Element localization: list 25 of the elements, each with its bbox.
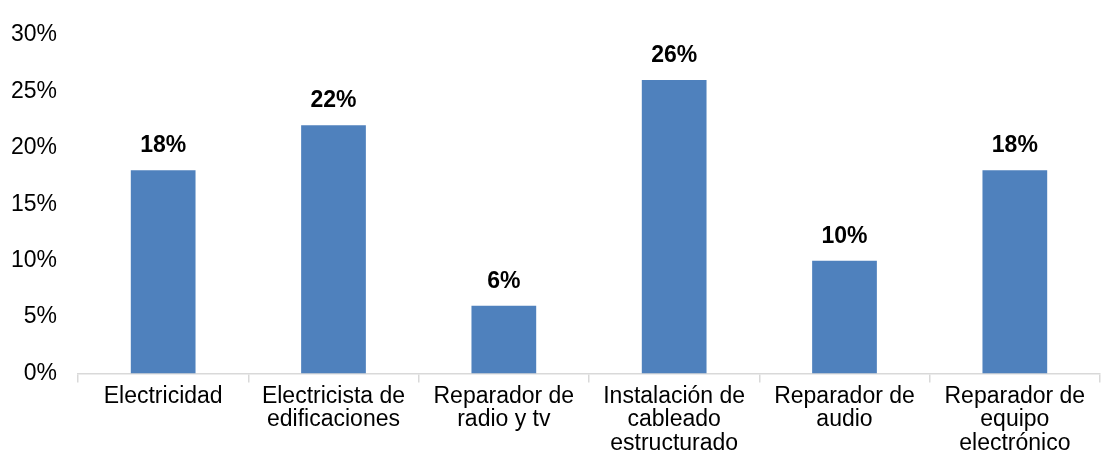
data-label: 10% [821, 221, 868, 248]
data-label: 26% [651, 40, 698, 67]
y-tick-label: 15% [10, 189, 57, 216]
y-tick-label: 25% [10, 76, 57, 103]
data-label: 18% [140, 131, 187, 158]
bar [812, 260, 877, 374]
y-tick-label: 30% [10, 20, 57, 47]
bar [130, 170, 196, 374]
data-label: 6% [487, 266, 521, 293]
x-tick-label: Reparador de radio y tv [433, 381, 575, 432]
data-label: 18% [991, 131, 1038, 158]
bar [982, 170, 1048, 374]
x-tick-label: Reparador de audio [774, 381, 915, 432]
y-tick-label: 10% [10, 246, 57, 273]
y-tick-label: 20% [10, 133, 57, 160]
bar [301, 125, 366, 374]
y-tick-label: 5% [23, 302, 57, 329]
x-tick-label: Electricidad [103, 381, 223, 408]
x-tick-label: Reparador de equipo electrónico [944, 381, 1086, 455]
y-tick-label: 0% [23, 358, 57, 385]
data-label: 22% [310, 86, 357, 113]
x-tick-label: Electricista de edificaciones [261, 381, 406, 432]
x-tick-label: Instalación de cableado estructurado [603, 381, 746, 455]
bar [471, 305, 537, 374]
bar [641, 79, 707, 374]
